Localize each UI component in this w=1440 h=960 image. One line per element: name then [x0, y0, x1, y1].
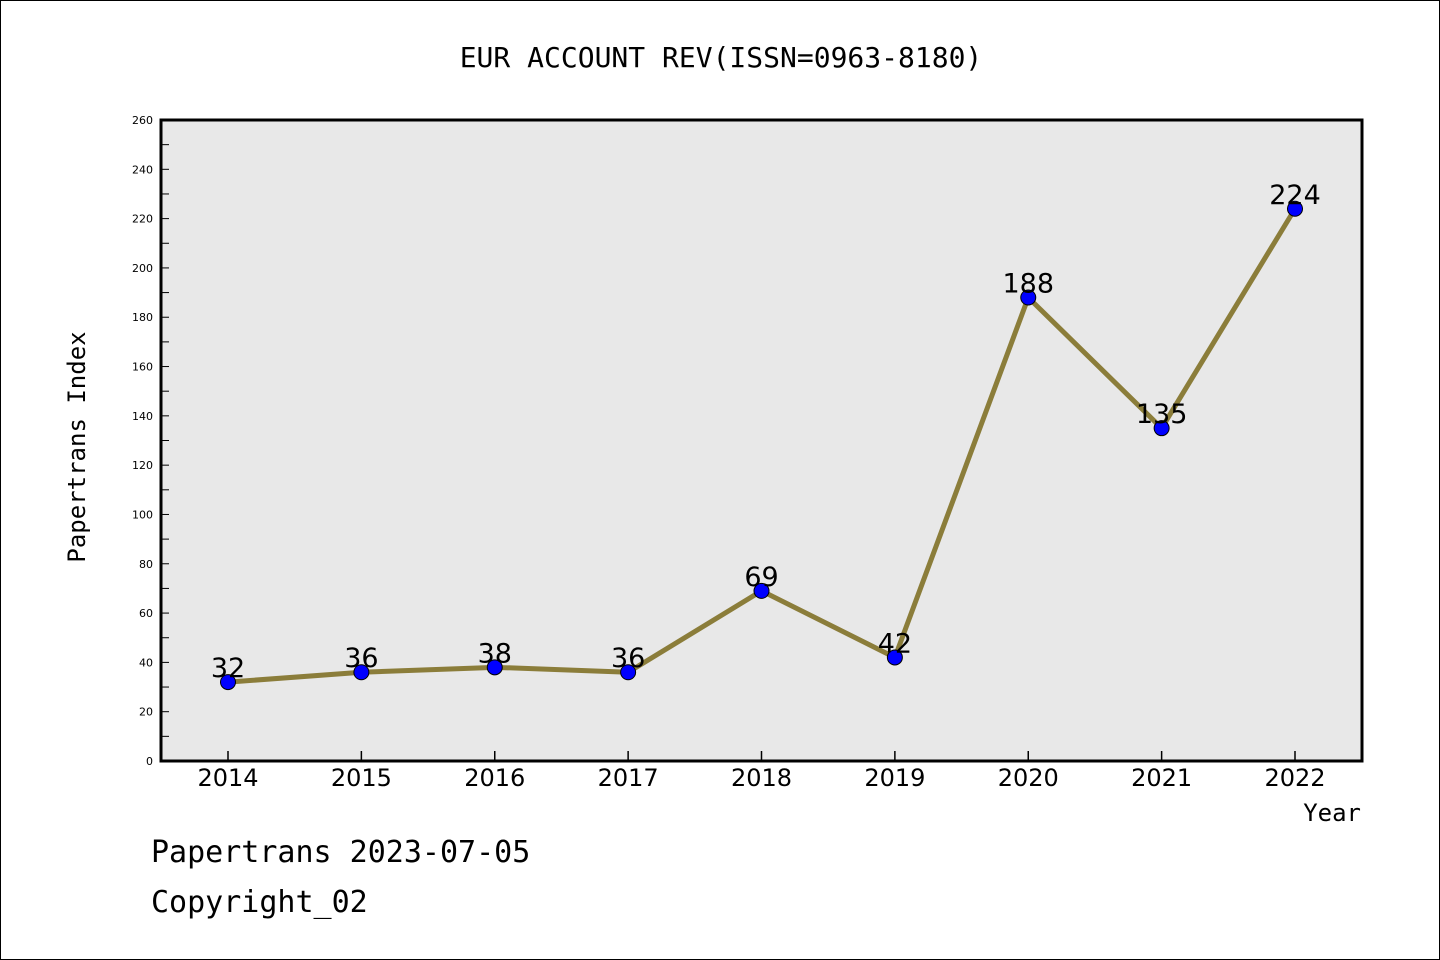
data-point	[753, 582, 770, 599]
y-tick-label: 180	[132, 311, 153, 324]
data-label: 32	[211, 653, 245, 684]
x-tick-label: 2017	[598, 764, 659, 792]
y-tick-label: 240	[132, 163, 153, 176]
data-point	[886, 649, 903, 666]
data-label: 135	[1136, 399, 1188, 430]
x-tick-label: 2021	[1131, 764, 1192, 792]
data-label: 69	[744, 562, 778, 593]
data-point	[620, 664, 637, 681]
x-axis-label: Year	[1303, 799, 1361, 827]
data-label: 36	[344, 643, 378, 674]
x-tick-label: 2019	[864, 764, 925, 792]
data-label: 38	[478, 638, 512, 669]
data-label: 36	[611, 643, 645, 674]
data-point	[220, 674, 236, 691]
y-tick-label: 160	[132, 361, 153, 374]
y-tick-label: 260	[132, 114, 153, 127]
y-axis-ticks: 0 20 40 60 80 100 120 140 160 180 200 220 240 260	[132, 114, 169, 768]
data-point	[486, 659, 503, 676]
y-tick-label: 200	[132, 262, 153, 275]
x-tick-label: 2014	[197, 764, 258, 792]
data-label: 188	[1002, 269, 1054, 300]
y-tick-label: 20	[139, 706, 153, 719]
x-tick-label: 2016	[464, 764, 525, 792]
x-axis-ticks: 2014 2015 2016 2017 2018 2019 2020 2021 2022	[197, 751, 1326, 792]
y-axis-label: Papertrans Index	[63, 331, 91, 562]
y-tick-label: 0	[146, 755, 153, 768]
data-points	[220, 200, 1303, 691]
y-tick-label: 220	[132, 213, 153, 226]
x-tick-label: 2015	[331, 764, 392, 792]
x-tick-label: 2020	[998, 764, 1059, 792]
y-tick-label: 40	[139, 656, 153, 669]
data-point	[1287, 200, 1303, 217]
data-label: 224	[1269, 180, 1321, 211]
y-tick-label: 140	[132, 410, 153, 423]
data-point	[1153, 420, 1170, 437]
footer-copyright: Copyright_02	[151, 885, 368, 920]
data-labels: 32 36 38 36 69 42 188 135 224	[211, 180, 1321, 684]
y-tick-label: 120	[132, 459, 153, 472]
y-tick-label: 80	[139, 558, 153, 571]
data-label: 42	[878, 628, 912, 659]
data-point	[353, 664, 370, 681]
y-tick-label: 60	[139, 607, 153, 620]
data-point	[1020, 289, 1037, 306]
plot-area	[159, 118, 1364, 763]
footer-source: Papertrans 2023-07-05	[151, 835, 531, 870]
chart-title: EUR ACCOUNT REV(ISSN=0963-8180)	[460, 41, 983, 74]
y-tick-label: 100	[132, 508, 153, 521]
x-tick-label: 2022	[1264, 764, 1325, 792]
x-tick-label: 2018	[731, 764, 792, 792]
